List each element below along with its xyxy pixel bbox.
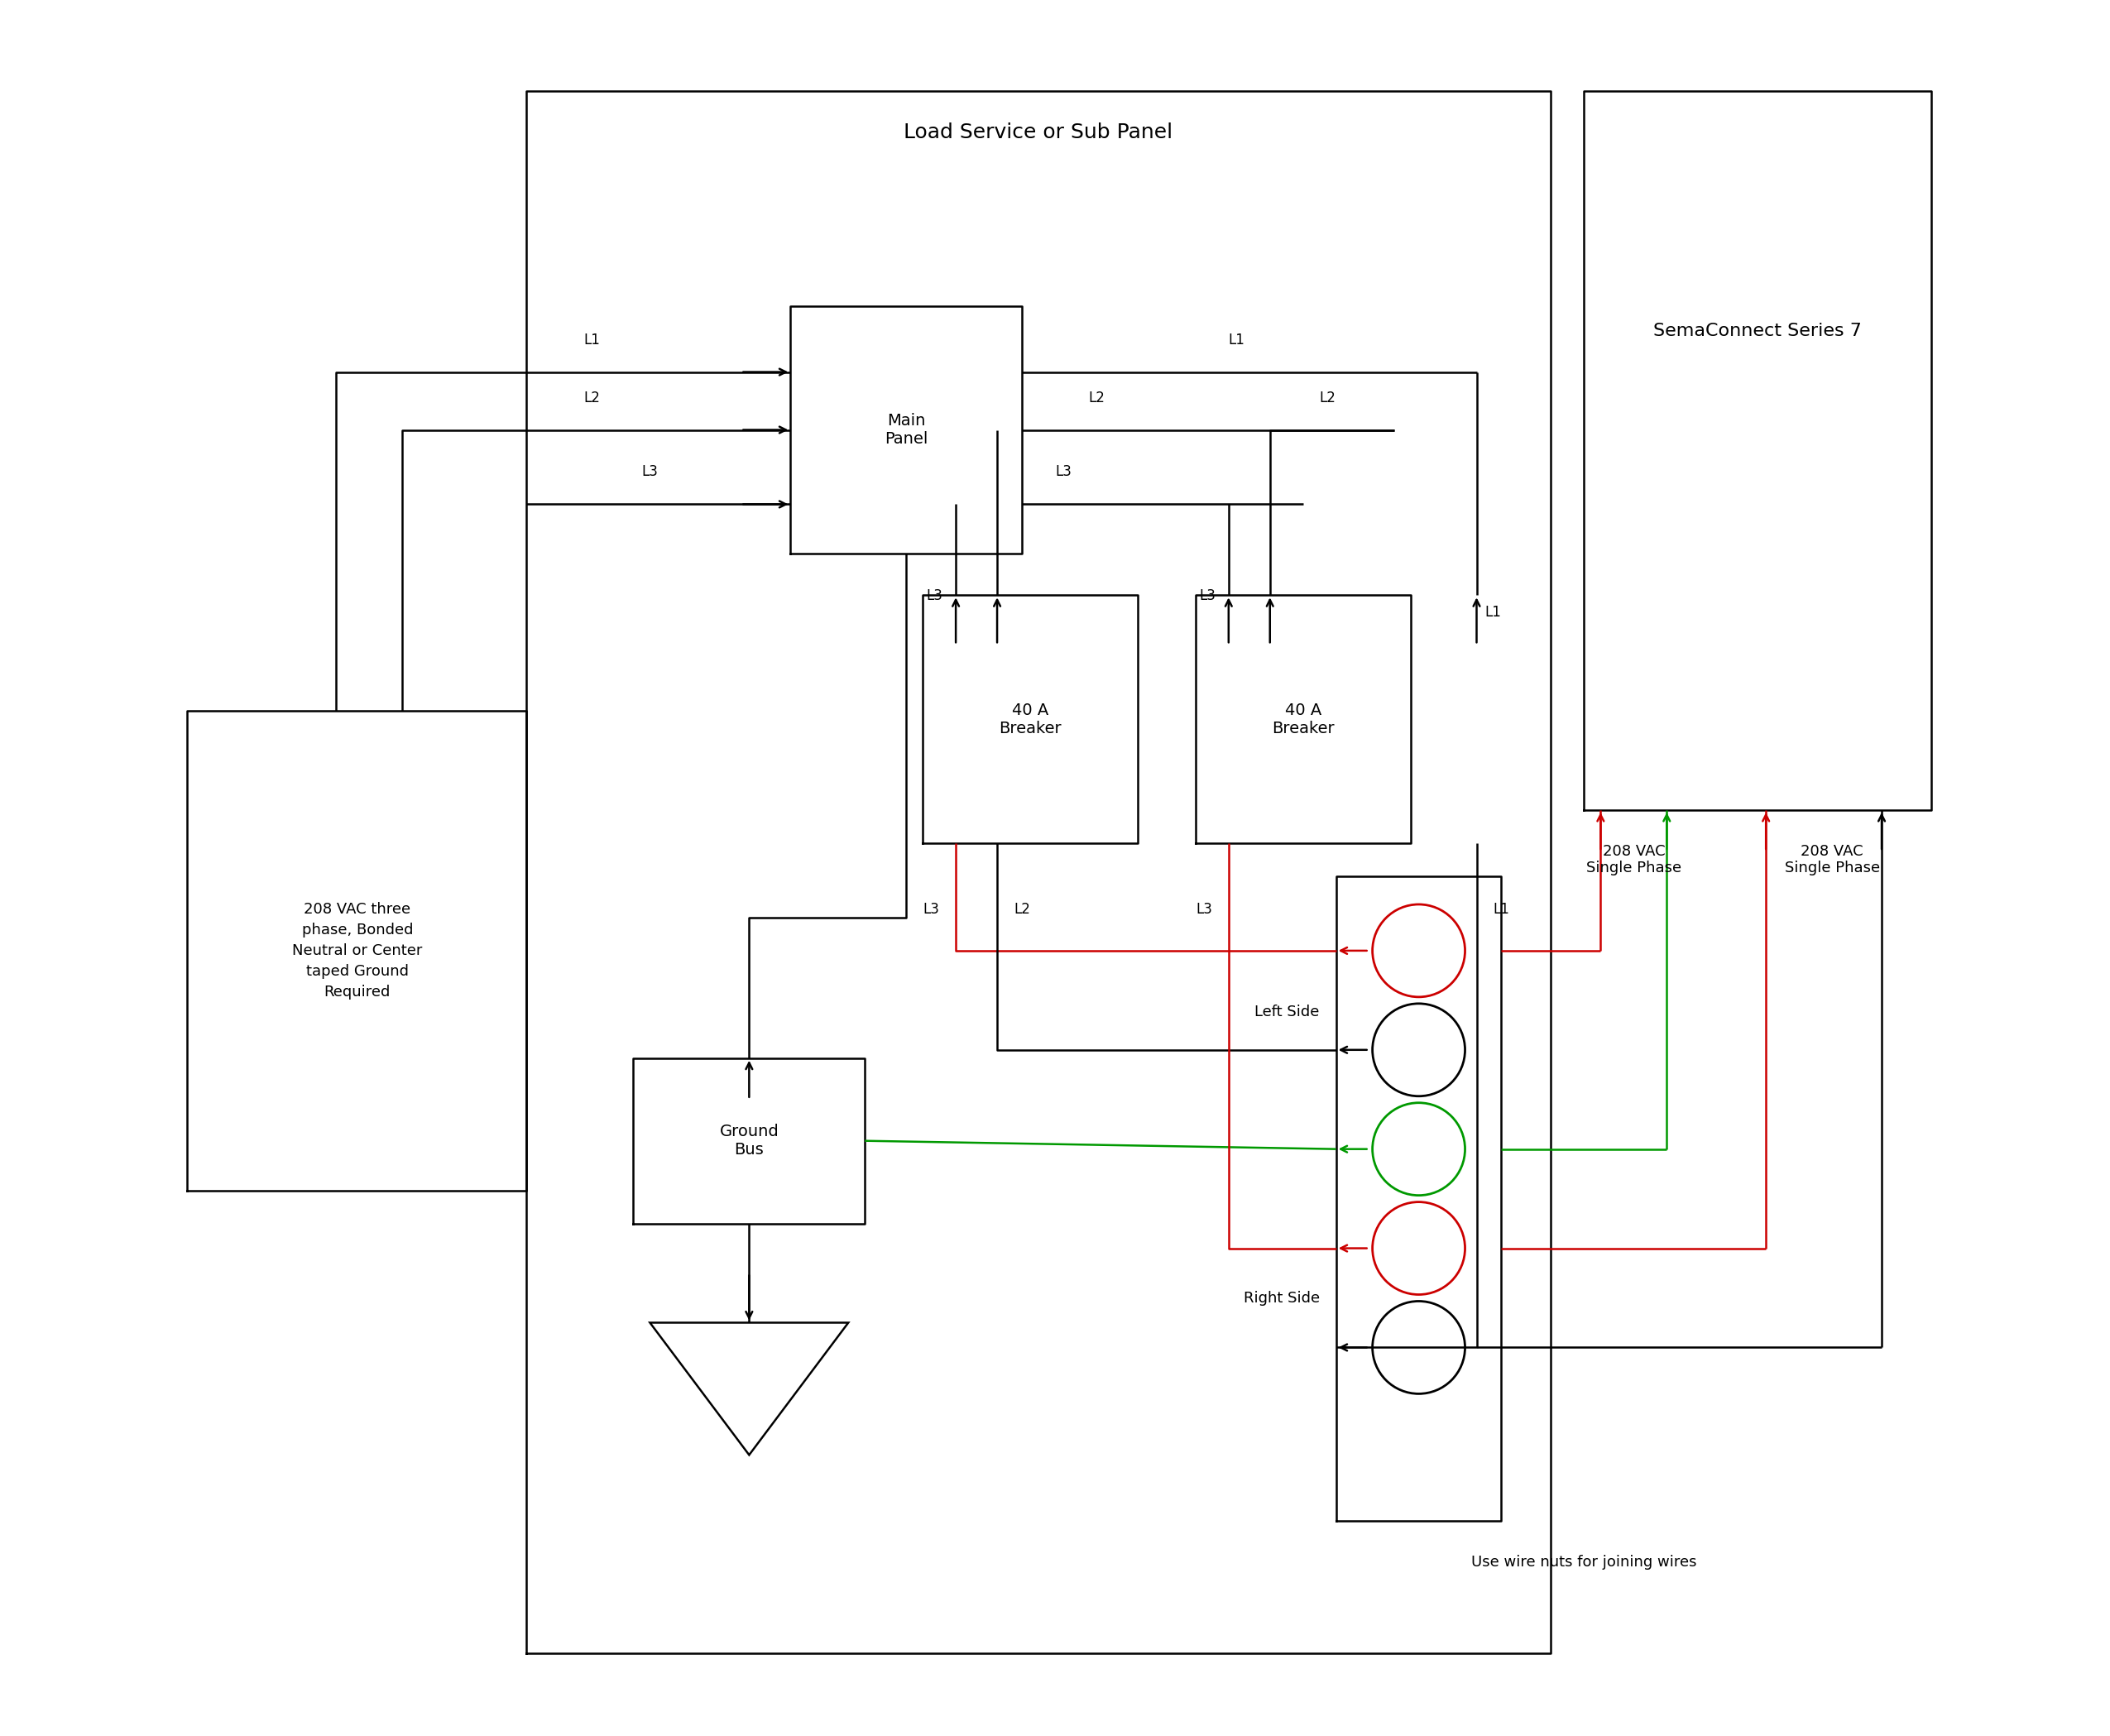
- Text: L1: L1: [584, 332, 599, 347]
- Text: L2: L2: [1013, 903, 1030, 917]
- Text: L1: L1: [1494, 903, 1509, 917]
- Text: Left Side: Left Side: [1255, 1005, 1319, 1019]
- Text: 208 VAC
Single Phase: 208 VAC Single Phase: [1587, 844, 1682, 875]
- Text: 40 A
Breaker: 40 A Breaker: [1272, 703, 1334, 736]
- Text: Ground
Bus: Ground Bus: [720, 1123, 779, 1158]
- Text: Load Service or Sub Panel: Load Service or Sub Panel: [903, 122, 1173, 142]
- Text: 208 VAC
Single Phase: 208 VAC Single Phase: [1785, 844, 1880, 875]
- Text: L3: L3: [1196, 903, 1211, 917]
- Text: 208 VAC three
phase, Bonded
Neutral or Center
taped Ground
Required: 208 VAC three phase, Bonded Neutral or C…: [291, 901, 422, 1000]
- Text: L3: L3: [926, 589, 943, 604]
- Text: L3: L3: [922, 903, 939, 917]
- Text: L2: L2: [1319, 391, 1336, 404]
- Text: L3: L3: [641, 465, 658, 479]
- Text: Use wire nuts for joining wires: Use wire nuts for joining wires: [1471, 1555, 1696, 1569]
- Text: L3: L3: [1055, 465, 1072, 479]
- Text: L2: L2: [584, 391, 599, 404]
- Text: L1: L1: [1228, 332, 1245, 347]
- Text: Main
Panel: Main Panel: [884, 413, 928, 446]
- Text: SemaConnect Series 7: SemaConnect Series 7: [1654, 323, 1861, 339]
- Text: L2: L2: [1089, 391, 1104, 404]
- Text: L3: L3: [1198, 589, 1215, 604]
- Text: 40 A
Breaker: 40 A Breaker: [998, 703, 1061, 736]
- Text: L1: L1: [1485, 606, 1502, 620]
- Text: Right Side: Right Side: [1243, 1290, 1319, 1305]
